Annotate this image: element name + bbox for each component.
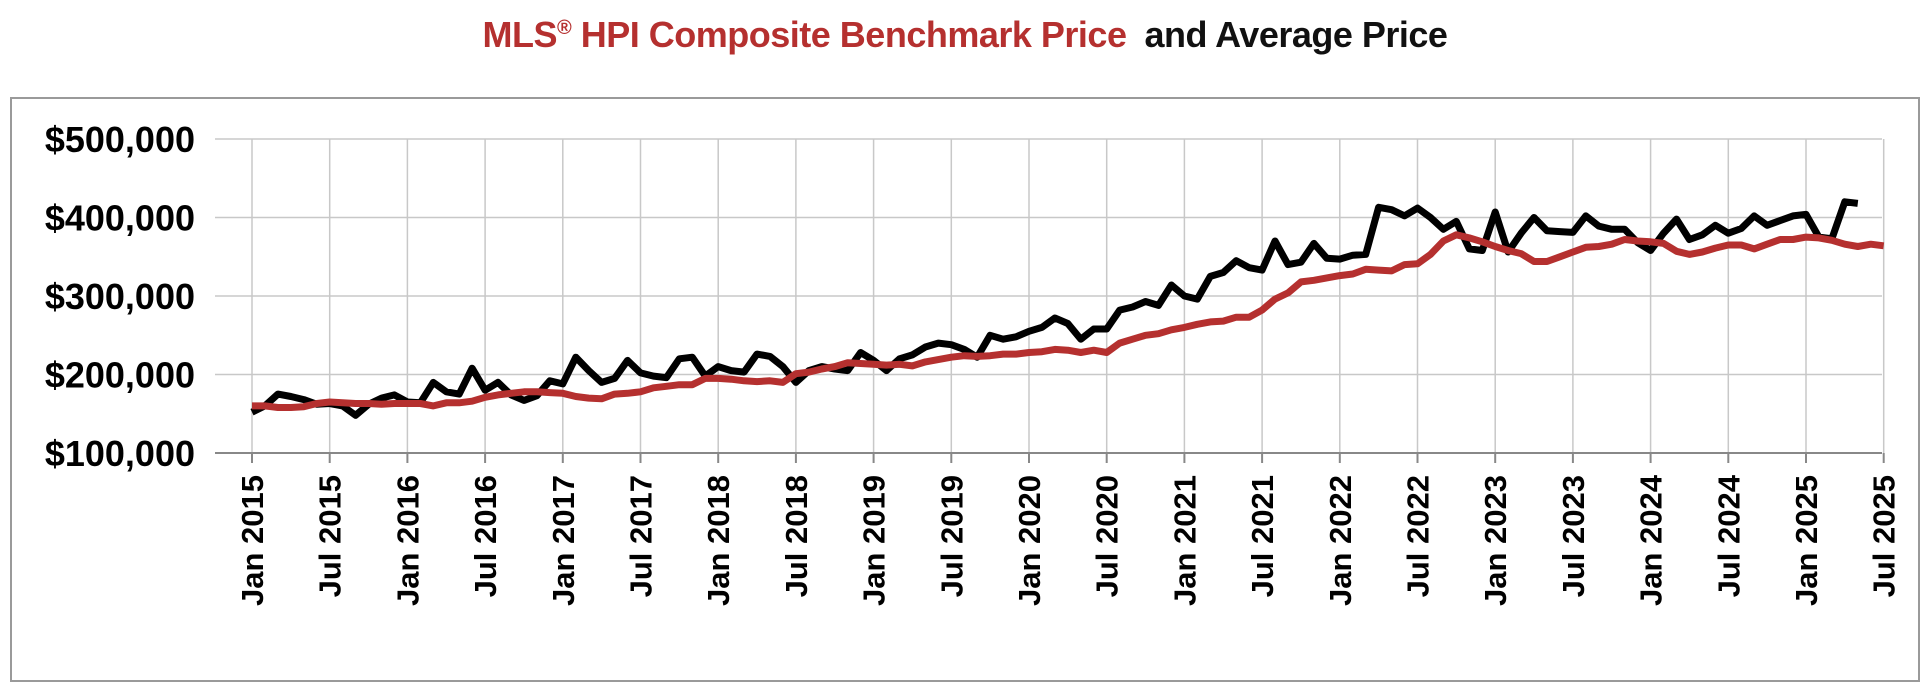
y-tick-label: $200,000 [45, 355, 195, 396]
chart-title: MLS® HPI Composite Benchmark Price and Av… [0, 14, 1930, 56]
y-tick-label: $400,000 [45, 198, 195, 239]
x-tick-label: Jul 2016 [468, 475, 503, 597]
x-tick-label: Jul 2017 [624, 475, 659, 597]
x-tick-label: Jul 2018 [779, 475, 814, 597]
x-tick-label: Jan 2016 [390, 475, 425, 606]
axes [215, 452, 1885, 463]
x-tick-label: Jan 2022 [1323, 475, 1358, 606]
chart-title-benchmark: MLS® HPI Composite Benchmark Price [482, 14, 1127, 55]
y-tick-label: $300,000 [45, 276, 195, 317]
x-tick-label: Jul 2023 [1556, 475, 1591, 597]
x-tick-label: Jul 2019 [934, 475, 969, 597]
y-tick-label: $500,000 [45, 119, 195, 160]
x-tick-label: Jan 2019 [857, 475, 892, 606]
benchmark-price-line [252, 231, 1885, 411]
x-tick-label: Jan 2024 [1634, 474, 1669, 606]
x-tick-label: Jan 2021 [1167, 475, 1202, 606]
chart-frame [10, 97, 1920, 682]
series-lines [250, 198, 1885, 419]
y-tick-label: $100,000 [45, 433, 195, 474]
x-tick-label: Jul 2025 [1867, 475, 1902, 597]
x-axis-labels: Jan 2015 Jul 2015 Jan 2016 Jul 2016 Jan 2017… [235, 474, 1902, 606]
x-tick-label: Jan 2025 [1789, 475, 1824, 606]
x-tick-label: Jan 2023 [1478, 475, 1513, 606]
x-tick-label: Jul 2022 [1401, 475, 1436, 597]
x-tick-label: Jul 2020 [1090, 475, 1125, 597]
x-tick-label: Jan 2017 [546, 475, 581, 606]
gridlines [215, 138, 1885, 454]
x-tick-label: Jan 2018 [701, 475, 736, 606]
x-tick-label: Jan 2020 [1012, 475, 1047, 606]
x-tick-label: Jul 2021 [1245, 475, 1280, 597]
x-tick-label: Jul 2024 [1711, 474, 1746, 597]
x-tick-label: Jan 2015 [235, 475, 270, 606]
chart-title-average: and Average Price [1144, 14, 1448, 55]
y-axis-labels: $100,000 $200,000 $300,000 $400,000 $500,000 [45, 119, 195, 474]
x-tick-label: Jul 2015 [313, 475, 348, 597]
average-price-line [250, 198, 1859, 419]
